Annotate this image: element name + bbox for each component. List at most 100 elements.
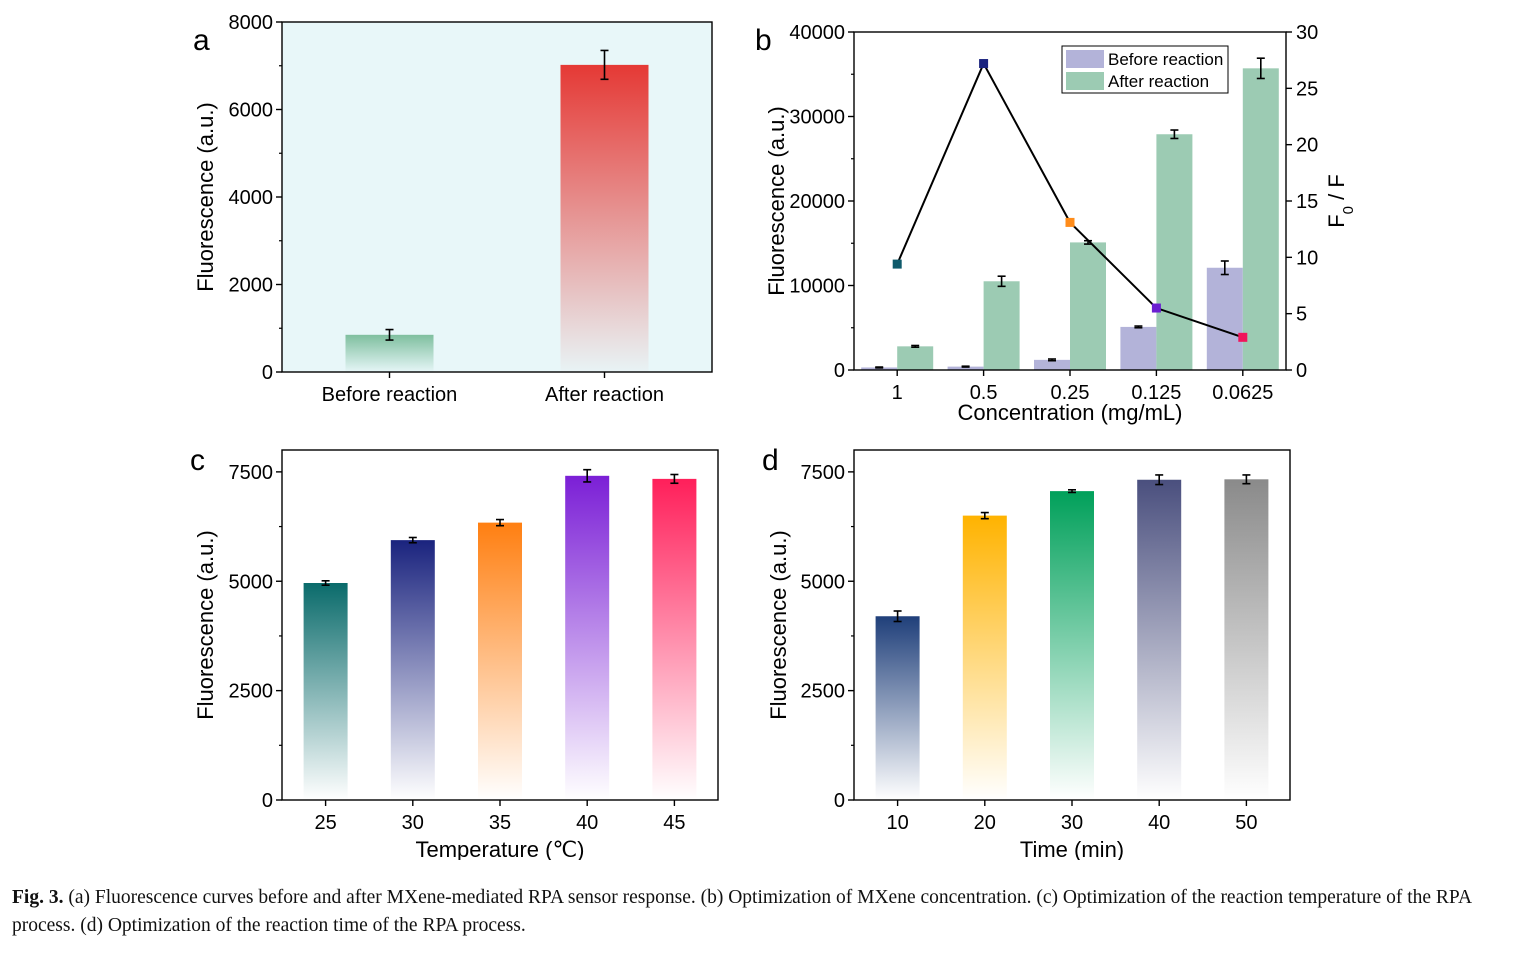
bar-25 xyxy=(303,583,348,800)
error-bar xyxy=(1068,489,1076,494)
y-axis-title: Fluorescence (a.u.) xyxy=(193,530,218,720)
y-tick-label: 4000 xyxy=(229,187,274,209)
x-tick-label: 35 xyxy=(489,812,511,834)
x-axis-title: Time (min) xyxy=(1020,837,1124,860)
error-bar xyxy=(583,468,592,483)
y-tick-label: 10000 xyxy=(789,276,845,298)
x-tick-label: 1 xyxy=(892,382,903,404)
panel-label-d: d xyxy=(762,444,779,477)
error-bar xyxy=(875,366,884,369)
bar-40 xyxy=(1137,479,1182,800)
error-bar xyxy=(496,518,504,527)
y2-tick-label: 30 xyxy=(1296,22,1318,44)
legend-label-before: Before reaction xyxy=(1108,50,1223,69)
y2-axis-title: F0 / F xyxy=(1324,174,1357,228)
x-tick-label: Before reaction xyxy=(322,384,458,406)
ratio-point-0.0625 xyxy=(1238,332,1248,342)
error-bar xyxy=(1256,57,1265,80)
y-tick-label: 2000 xyxy=(229,275,274,297)
bar-after-0.25 xyxy=(1070,242,1106,370)
error-bar xyxy=(1155,474,1164,486)
error-bar xyxy=(600,49,609,81)
x-axis-title: Concentration (mg/mL) xyxy=(958,400,1183,425)
x-tick-label: 40 xyxy=(576,812,598,834)
panel-label-b: b xyxy=(755,24,772,57)
y-tick-label: 8000 xyxy=(229,12,274,34)
panel-label-c: c xyxy=(190,444,205,477)
error-bar xyxy=(1134,325,1143,329)
bar-after-0.0625 xyxy=(1242,68,1279,371)
figure-caption: Fig. 3. (a) Fluorescence curves before a… xyxy=(12,884,1532,940)
y-tick-label: 0 xyxy=(262,790,273,812)
x-tick-label: 45 xyxy=(663,812,685,834)
y-tick-label: 20000 xyxy=(789,191,845,213)
error-bar xyxy=(997,275,1006,288)
x-tick-label: 0.25 xyxy=(1051,382,1090,404)
y-tick-label: 40000 xyxy=(789,22,845,44)
panel-a: a 0 2000 4000 6000 8000 Before reaction After r… xyxy=(193,12,713,406)
error-bar xyxy=(1220,260,1229,276)
bar-after-0.125 xyxy=(1156,134,1193,370)
plot-frame xyxy=(281,449,719,801)
ratio-point-0.5 xyxy=(979,59,989,69)
x-tick-label: 30 xyxy=(402,812,424,834)
bar-before-0.125 xyxy=(1120,326,1157,370)
bar-before-0.0625 xyxy=(1206,267,1243,370)
panel-c: c 0 2500 5000 7500 25 30 35 40 45 Temperature (℃) F… xyxy=(190,444,719,860)
error-bar xyxy=(980,511,989,520)
bar-50 xyxy=(1224,479,1269,800)
y2-title-tail: / F xyxy=(1324,174,1349,206)
legend-label-after: After reaction xyxy=(1108,72,1209,91)
y-tick-label: 7500 xyxy=(229,462,274,484)
y-tick-label: 7500 xyxy=(801,462,846,484)
bar-30 xyxy=(390,540,435,800)
panel-b: b 0 10000 20000 30000 40000 1 0.5 0.25 0.125 0.062… xyxy=(755,22,1357,425)
y2-tick-label: 20 xyxy=(1296,135,1318,157)
panel-d: d 0 2500 5000 7500 10 20 30 40 50 Time (min) Fluore… xyxy=(762,444,1291,860)
y2-tick-label: 0 xyxy=(1296,360,1307,382)
caption-text: (a) Fluorescence curves before and after… xyxy=(12,887,1471,936)
x-tick-label: 20 xyxy=(974,812,996,834)
y2-tick-label: 25 xyxy=(1296,78,1318,100)
y-tick-label: 5000 xyxy=(801,571,846,593)
y2-title-sub: 0 xyxy=(1340,206,1357,214)
y-tick-label: 2500 xyxy=(229,681,274,703)
y-tick-label: 30000 xyxy=(789,107,845,129)
y-tick-label: 0 xyxy=(834,360,845,382)
y-tick-label: 0 xyxy=(262,362,273,384)
y-axis-title: Fluorescence (a.u.) xyxy=(766,530,791,720)
bar-10 xyxy=(875,616,920,800)
panel-label-a: a xyxy=(193,24,210,57)
y-tick-label: 2500 xyxy=(801,681,846,703)
error-bar xyxy=(321,580,330,586)
x-tick-label: 0.0625 xyxy=(1212,382,1273,404)
y-tick-label: 5000 xyxy=(229,571,274,593)
x-tick-label: 10 xyxy=(886,812,908,834)
x-tick-label: 25 xyxy=(314,812,336,834)
plot-frame xyxy=(853,31,1287,371)
x-tick-label: After reaction xyxy=(545,384,664,406)
error-bar xyxy=(670,473,679,485)
ratio-point-0.125 xyxy=(1151,303,1161,313)
bar-20 xyxy=(962,515,1007,800)
bar-before-1 xyxy=(861,367,898,370)
plot-frame xyxy=(853,449,1291,801)
caption-label: Fig. 3. xyxy=(12,887,64,908)
y2-tick-label: 10 xyxy=(1296,247,1318,269)
x-tick-label: 40 xyxy=(1148,812,1170,834)
error-bar xyxy=(1170,129,1179,140)
y2-tick-label: 15 xyxy=(1296,191,1318,213)
error-bar xyxy=(1048,358,1056,362)
bar-before-0.25 xyxy=(1034,359,1070,370)
x-tick-label: 30 xyxy=(1061,812,1083,834)
error-bar xyxy=(961,365,970,368)
y2-tick-label: 5 xyxy=(1296,304,1307,326)
y-tick-label: 0 xyxy=(834,790,845,812)
bar-30 xyxy=(1050,491,1094,800)
error-bar xyxy=(408,536,417,544)
legend-swatch-after xyxy=(1066,72,1104,90)
error-bar xyxy=(911,344,920,348)
y2-title-main: F xyxy=(1324,214,1349,227)
bar-before-0.5 xyxy=(947,366,984,370)
